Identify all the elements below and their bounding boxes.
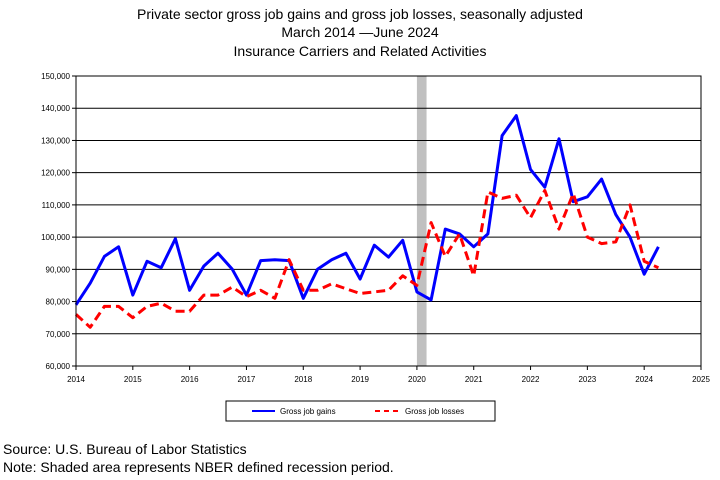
- legend-label: Gross job losses: [405, 407, 464, 416]
- x-tick-label: 2018: [294, 375, 312, 384]
- legend-box: [225, 400, 496, 422]
- y-tick-label: 100,000: [41, 233, 70, 242]
- chart-subtitle-industry: Insurance Carriers and Related Activitie…: [233, 43, 487, 59]
- legend-label: Gross job gains: [280, 407, 336, 416]
- x-tick-label: 2019: [351, 375, 369, 384]
- x-tick-label: 2016: [181, 375, 199, 384]
- y-tick-label: 140,000: [41, 104, 70, 113]
- series-line-gross-job-gains: [74, 114, 660, 306]
- y-tick-label: 110,000: [42, 201, 71, 210]
- plot-area: [76, 76, 701, 366]
- x-tick-label: 2023: [578, 375, 596, 384]
- y-tick-label: 90,000: [46, 265, 71, 274]
- y-tick-label: 80,000: [46, 298, 71, 307]
- y-tick-label: 120,000: [41, 169, 70, 178]
- x-tick-label: 2024: [635, 375, 653, 384]
- recession-band: [416, 76, 427, 366]
- chart-subtitle-dates: March 2014 —June 2024: [281, 24, 439, 40]
- x-tick-label: 2015: [124, 375, 142, 384]
- legend: Gross job gains Gross job losses: [225, 400, 496, 422]
- recession-note: Note: Shaded area represents NBER define…: [3, 459, 394, 475]
- x-tick-label: 2017: [238, 375, 256, 384]
- chart-title: Private sector gross job gains and gross…: [137, 6, 583, 22]
- source-note: Source: U.S. Bureau of Labor Statistics: [3, 441, 247, 457]
- x-tick-label: 2014: [67, 375, 85, 384]
- series-line-gross-job-losses: [74, 188, 660, 329]
- x-tick-label: 2025: [692, 375, 710, 384]
- x-tick-label: 2020: [408, 375, 426, 384]
- x-tick-label: 2021: [465, 375, 483, 384]
- y-tick-label: 150,000: [41, 72, 70, 81]
- y-tick-label: 70,000: [46, 330, 71, 339]
- y-tick-label: 130,000: [41, 136, 70, 145]
- line-chart: 60,000 70,000 80,000 90,000 100,000 110,000 12…: [41, 72, 710, 422]
- y-tick-label: 60,000: [46, 362, 71, 371]
- plot-frame: [75, 75, 702, 367]
- x-tick-label: 2022: [522, 375, 540, 384]
